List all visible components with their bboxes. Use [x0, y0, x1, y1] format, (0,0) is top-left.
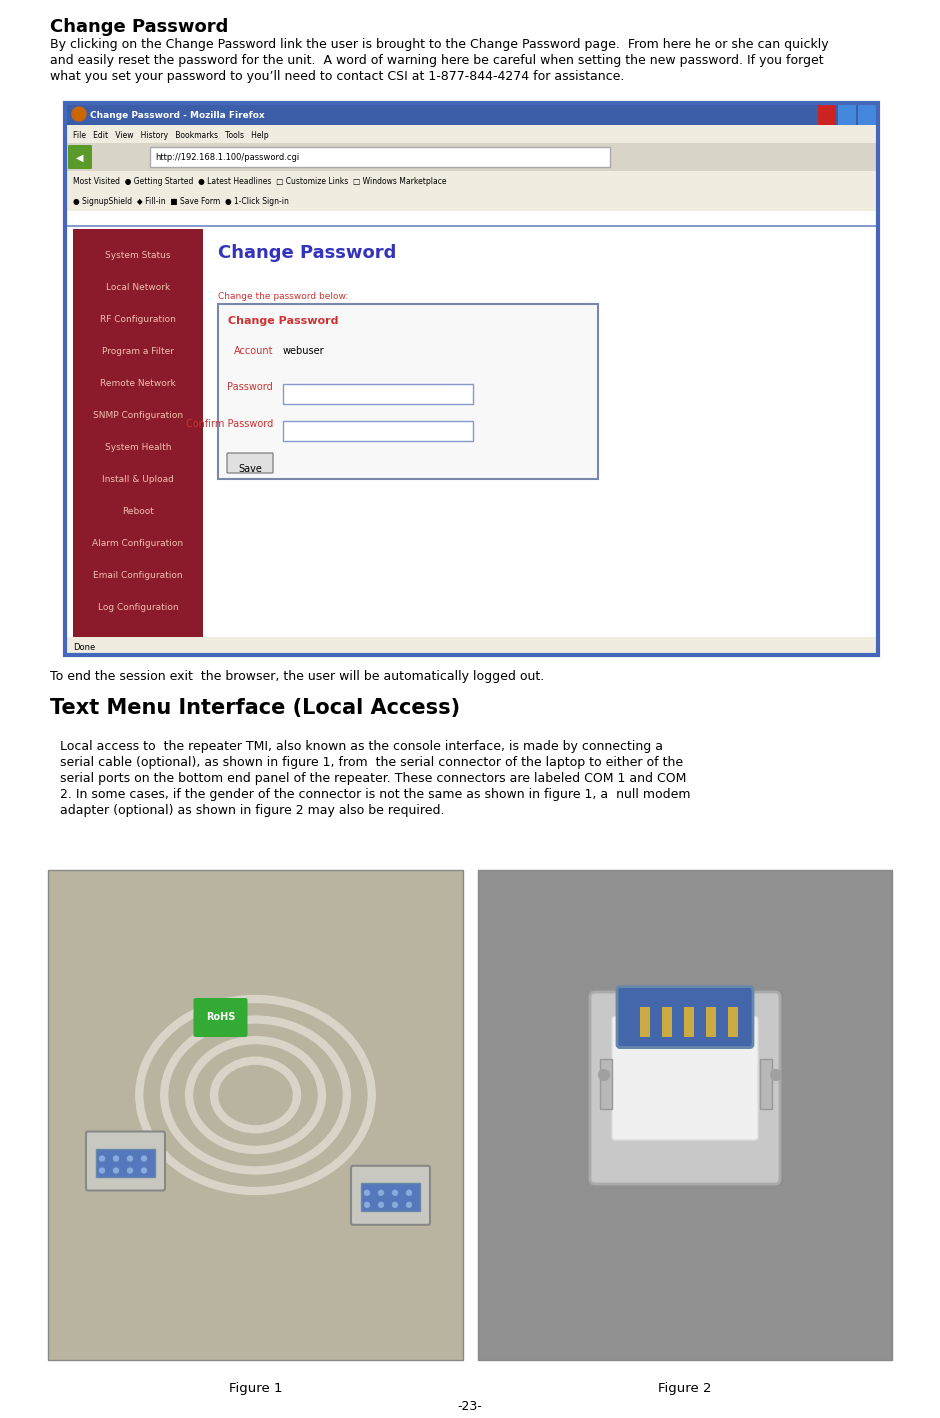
Text: Password: Password: [227, 381, 273, 391]
Circle shape: [114, 1156, 118, 1161]
Bar: [706, 1007, 716, 1037]
Text: Local Network: Local Network: [106, 284, 170, 292]
Bar: [283, 421, 473, 441]
Circle shape: [142, 1168, 147, 1173]
Text: Change Password: Change Password: [228, 316, 338, 326]
Text: Confirm Password: Confirm Password: [186, 418, 273, 430]
Text: SNMP Configuration: SNMP Configuration: [93, 411, 183, 420]
Bar: [65, 172, 878, 191]
Circle shape: [599, 1071, 609, 1081]
Bar: [150, 147, 610, 167]
Circle shape: [406, 1190, 412, 1195]
FancyBboxPatch shape: [612, 1017, 758, 1140]
Text: Remote Network: Remote Network: [101, 379, 176, 389]
Text: Done: Done: [73, 642, 95, 651]
Circle shape: [365, 1190, 369, 1195]
Text: http://192.168.1.100/password.cgi: http://192.168.1.100/password.cgi: [155, 153, 299, 163]
FancyBboxPatch shape: [351, 1166, 430, 1225]
Text: Save: Save: [238, 464, 262, 474]
Text: ◀: ◀: [76, 153, 84, 163]
Text: ● SignupShield  ◆ Fill-in  ■ Save Form  ● 1-Click Sign-in: ● SignupShield ◆ Fill-in ■ Save Form ● 1…: [73, 197, 289, 207]
Circle shape: [379, 1190, 384, 1195]
Text: serial ports on the bottom end panel of the repeater. These connectors are label: serial ports on the bottom end panel of …: [60, 771, 686, 786]
Bar: [283, 384, 473, 404]
Circle shape: [365, 1202, 369, 1207]
Text: Text Menu Interface (Local Access): Text Menu Interface (Local Access): [50, 698, 460, 718]
Bar: [858, 105, 876, 125]
Bar: [65, 125, 878, 143]
Bar: [478, 871, 892, 1360]
Bar: [96, 1149, 155, 1177]
Circle shape: [379, 1202, 384, 1207]
Bar: [818, 105, 836, 125]
Text: webuser: webuser: [283, 346, 324, 356]
Text: 2. In some cases, if the gender of the connector is not the same as shown in fig: 2. In some cases, if the gender of the c…: [60, 788, 691, 801]
Text: Change Password: Change Password: [50, 18, 228, 35]
Bar: [65, 104, 878, 125]
Text: Reboot: Reboot: [122, 508, 154, 516]
Text: serial cable (optional), as shown in figure 1, from  the serial connector of the: serial cable (optional), as shown in fig…: [60, 756, 683, 769]
FancyBboxPatch shape: [590, 993, 780, 1184]
Text: System Health: System Health: [104, 442, 171, 452]
Bar: [65, 225, 878, 227]
Text: Install & Upload: Install & Upload: [102, 475, 174, 484]
Bar: [65, 104, 878, 655]
Circle shape: [128, 1168, 133, 1173]
Bar: [218, 303, 598, 479]
Circle shape: [100, 1168, 104, 1173]
Bar: [600, 1059, 612, 1109]
Circle shape: [72, 106, 86, 121]
Circle shape: [114, 1168, 118, 1173]
Text: Change the password below:: Change the password below:: [218, 292, 348, 301]
Text: Figure 1: Figure 1: [228, 1383, 282, 1395]
Circle shape: [771, 1071, 781, 1081]
Bar: [65, 143, 878, 172]
Bar: [728, 1007, 738, 1037]
Text: Account: Account: [233, 346, 273, 356]
Bar: [48, 871, 463, 1360]
Text: Log Configuration: Log Configuration: [98, 603, 179, 613]
Bar: [838, 105, 856, 125]
FancyBboxPatch shape: [68, 145, 92, 169]
Text: Figure 2: Figure 2: [658, 1383, 712, 1395]
Circle shape: [393, 1190, 398, 1195]
Text: Change Password - Mozilla Firefox: Change Password - Mozilla Firefox: [90, 111, 265, 119]
Bar: [65, 191, 878, 211]
Bar: [760, 1059, 772, 1109]
Text: and easily reset the password for the unit.  A word of warning here be careful w: and easily reset the password for the un…: [50, 54, 823, 67]
Text: Local access to  the repeater TMI, also known as the console interface, is made : Local access to the repeater TMI, also k…: [60, 740, 663, 753]
Text: Change Password: Change Password: [218, 244, 397, 262]
Circle shape: [406, 1202, 412, 1207]
FancyBboxPatch shape: [227, 452, 273, 474]
Bar: [361, 1183, 420, 1211]
Text: what you set your password to you’ll need to contact CSI at 1-877-844-4274 for a: what you set your password to you’ll nee…: [50, 69, 624, 84]
Text: Alarm Configuration: Alarm Configuration: [92, 539, 183, 547]
Text: To end the session exit  the browser, the user will be automatically logged out.: To end the session exit the browser, the…: [50, 669, 544, 683]
Circle shape: [100, 1156, 104, 1161]
Bar: [684, 1007, 694, 1037]
Text: System Status: System Status: [105, 251, 171, 259]
FancyBboxPatch shape: [194, 998, 247, 1037]
FancyBboxPatch shape: [617, 987, 753, 1048]
Bar: [65, 193, 878, 228]
FancyBboxPatch shape: [86, 1132, 165, 1191]
Bar: [640, 1007, 650, 1037]
Text: File   Edit   View   History   Bookmarks   Tools   Help: File Edit View History Bookmarks Tools H…: [73, 130, 269, 139]
Circle shape: [142, 1156, 147, 1161]
Text: Program a Filter: Program a Filter: [102, 347, 174, 356]
Text: adapter (optional) as shown in figure 2 may also be required.: adapter (optional) as shown in figure 2 …: [60, 804, 445, 817]
Bar: [73, 228, 203, 637]
Text: -23-: -23-: [458, 1400, 482, 1412]
Text: Email Configuration: Email Configuration: [93, 571, 182, 580]
Circle shape: [128, 1156, 133, 1161]
Text: RoHS: RoHS: [206, 1012, 235, 1022]
Text: RF Configuration: RF Configuration: [100, 315, 176, 323]
Text: By clicking on the Change Password link the user is brought to the Change Passwo: By clicking on the Change Password link …: [50, 38, 829, 51]
Text: Most Visited  ● Getting Started  ● Latest Headlines  □ Customize Links  □ Window: Most Visited ● Getting Started ● Latest …: [73, 177, 446, 187]
Bar: [65, 637, 878, 655]
Circle shape: [393, 1202, 398, 1207]
Bar: [662, 1007, 672, 1037]
Bar: [65, 211, 878, 637]
